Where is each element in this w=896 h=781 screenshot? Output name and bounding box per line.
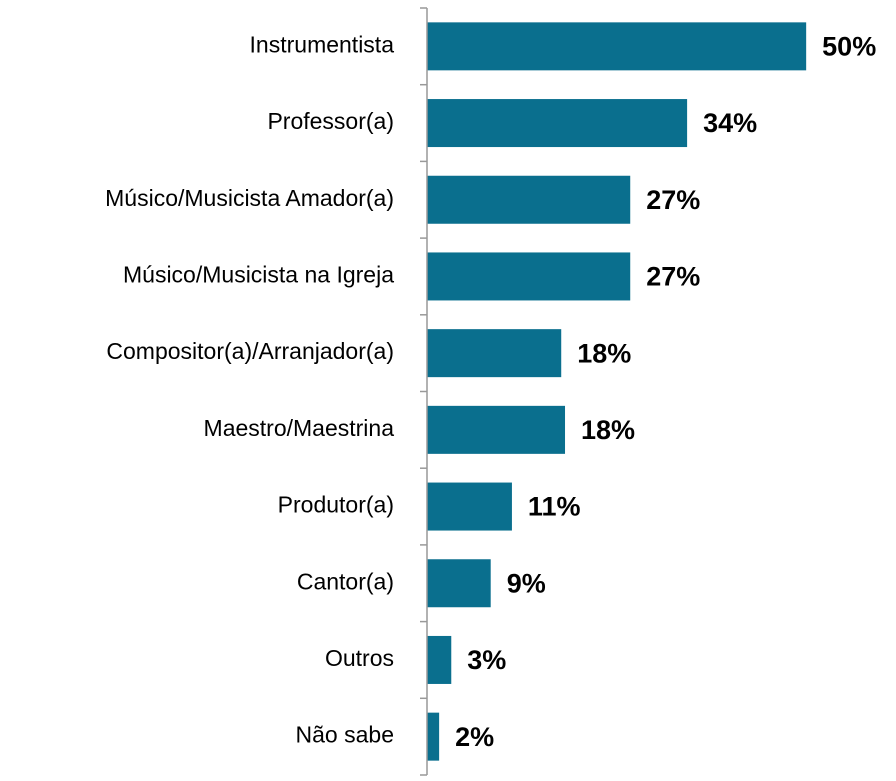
bar — [427, 22, 807, 71]
y-tick-label: Não sabe — [296, 722, 394, 748]
y-tick-label: Cantor(a) — [297, 568, 394, 594]
bar — [427, 252, 631, 301]
value-label: 27% — [646, 262, 700, 292]
y-tick-label: Músico/Musicista na Igreja — [123, 262, 394, 288]
value-label: 11% — [528, 492, 581, 522]
bar — [427, 405, 566, 454]
value-label: 18% — [577, 338, 631, 368]
y-tick-label: Compositor(a)/Arranjador(a) — [106, 338, 394, 364]
bar — [427, 482, 512, 531]
y-tick-label: Outros — [325, 645, 394, 671]
y-tick-label: Produtor(a) — [278, 492, 394, 518]
y-tick-label: Maestro/Maestrina — [204, 415, 395, 441]
value-label: 50% — [822, 31, 876, 61]
bar — [427, 99, 688, 148]
y-tick-label: Instrumentista — [250, 31, 395, 57]
y-tick-label: Músico/Musicista Amador(a) — [105, 185, 394, 211]
bar — [427, 635, 452, 684]
value-label: 34% — [703, 108, 757, 138]
bar — [427, 175, 631, 224]
y-tick-label: Professor(a) — [267, 108, 394, 134]
bar — [427, 712, 440, 761]
value-label: 27% — [646, 185, 700, 215]
value-label: 2% — [455, 722, 494, 752]
value-label: 18% — [581, 415, 635, 445]
value-label: 9% — [507, 568, 546, 598]
value-label: 3% — [467, 645, 506, 675]
bar — [427, 559, 491, 608]
bar — [427, 329, 562, 378]
